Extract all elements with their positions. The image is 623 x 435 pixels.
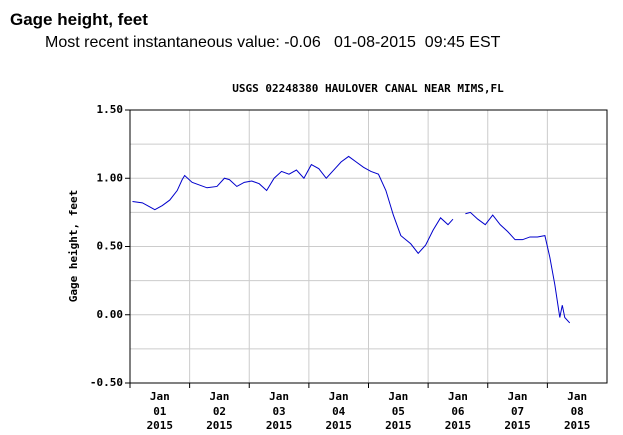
y-tick-label: 1.00 (97, 171, 124, 184)
y-tick-label: 0.00 (97, 308, 124, 321)
x-tick-label: Jan 01 2015 (146, 390, 174, 432)
plot-frame (129, 109, 608, 384)
x-tick-label: Jan 07 2015 (504, 390, 531, 432)
x-tick-label: Jan 03 2015 (265, 390, 293, 432)
data-line (132, 155, 454, 255)
y-tick-label: 0.50 (97, 240, 124, 253)
data-line (465, 211, 571, 324)
y-tick-label: -0.50 (90, 376, 123, 389)
x-tick-label: Jan 02 2015 (206, 390, 233, 432)
x-tick-label: Jan 05 2015 (385, 390, 412, 432)
y-tick-label: 1.50 (97, 103, 124, 116)
x-tick-label: Jan 08 2015 (563, 390, 591, 432)
page-title: Gage height, feet (10, 10, 148, 29)
page-subtitle: Most recent instantaneous value: -0.06 0… (45, 34, 501, 51)
chart-title: USGS 02248380 HAULOVER CANAL NEAR MIMS,F… (232, 82, 504, 95)
x-tick-label: Jan 04 2015 (325, 390, 352, 432)
x-tick-label: Jan 06 2015 (444, 390, 472, 432)
y-axis-label: Gage height, feet (67, 190, 80, 303)
